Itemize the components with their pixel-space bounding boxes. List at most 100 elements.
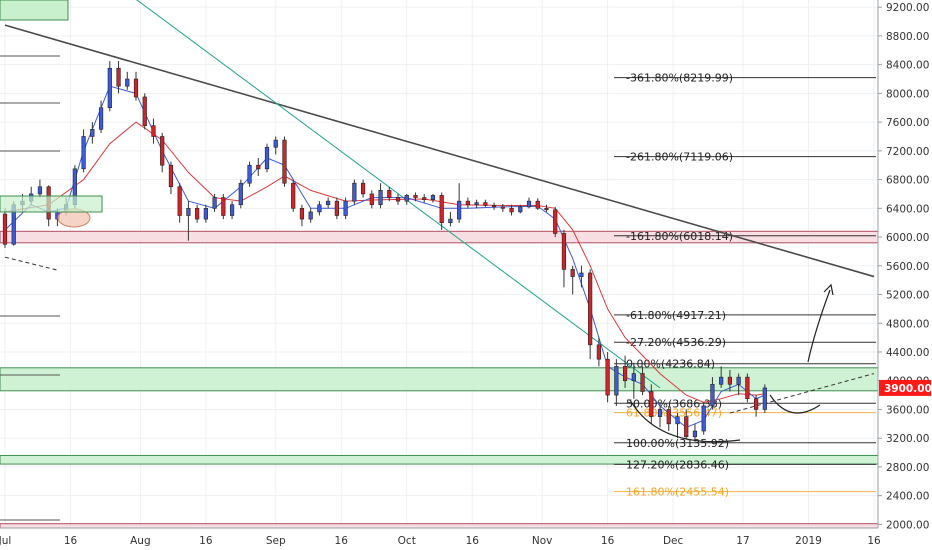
candle-body [553,209,558,234]
x-tick-label: Sep [266,535,286,547]
candle-body [378,190,383,206]
candle-body [413,195,418,198]
fib-label: -61.80%(4917.21) [626,309,726,322]
pink-zone [0,523,879,529]
x-tick-label: Oct [398,535,416,547]
cup-arc-small [769,394,821,414]
candle [195,204,200,223]
candle [343,197,348,220]
annotations [0,0,834,521]
candle [666,405,671,432]
candle [719,366,724,388]
candle-body [491,205,497,208]
ema-fast-line [4,85,765,428]
drawings [4,0,875,414]
candle [2,208,8,248]
candle [518,204,523,214]
candle-body [631,373,636,382]
x-tick-label: 16 [64,535,78,547]
dashed-line-left [4,256,58,271]
candle-body [762,387,767,410]
fib-label: -161.80%(6018.14) [626,230,733,243]
candle-body [229,204,235,216]
y-tick-label: 9200.00 [886,2,929,14]
candle-body [98,107,104,130]
y-tick-label: 4400.00 [886,347,929,359]
x-tick-label: 16 [867,535,881,547]
projection-arrow [807,289,831,363]
candle-body [684,416,689,438]
candle-body [526,200,532,208]
candle [360,179,366,198]
y-tick-label: 8800.00 [886,31,929,43]
x-tick-label: 16 [601,535,615,547]
candle [535,198,540,210]
candle-body [360,182,366,195]
candle-body [535,200,540,209]
candle [308,208,313,223]
candle [151,118,156,144]
x-tick-label: Jul [0,535,11,547]
candle [378,183,383,209]
candle [177,183,182,223]
fib-label: -27.20%(4536.29) [626,336,726,349]
candle [657,402,663,428]
y-tick-label: 4800.00 [886,318,929,330]
candle-body [719,376,724,385]
candle [125,71,130,90]
candle [369,190,374,209]
candle [229,201,235,220]
candle [544,204,549,212]
candle-body [727,376,732,385]
candle-body [168,164,174,188]
candle [291,179,296,212]
candle-body [657,409,663,417]
candle [247,161,252,187]
candle-body [745,376,750,399]
candle [684,409,689,440]
candle-body [291,182,296,209]
candle [299,204,305,227]
candle [727,369,732,392]
candle-body [299,208,305,220]
candle-body [614,366,619,396]
candle-body [151,125,156,137]
candle-body [483,202,488,206]
candle-body [160,136,165,166]
y-tick-label: 6400.00 [886,203,929,215]
candle [186,201,191,241]
candle [203,204,208,223]
candle [622,355,628,388]
y-tick-label: 6000.00 [886,232,929,244]
candle [605,352,610,403]
candle-body [465,200,470,206]
x-tick-label: Nov [532,535,553,547]
candle [142,93,147,130]
candle-body [369,193,374,206]
candle [326,197,331,209]
y-tick-label: 2000.00 [886,519,929,531]
candle [457,183,462,223]
y-axis-background [878,0,932,550]
candle [491,202,497,210]
candle [614,359,619,406]
candle-body [317,204,322,213]
candle-body [90,129,95,137]
y-tick-label: 8000.00 [886,88,929,100]
candle-body [142,96,147,127]
candle-body [457,200,462,220]
candle-body [430,195,436,201]
projection-arrow-head [823,283,834,296]
candle [212,193,217,212]
candle-body [387,190,392,198]
candle-body [701,405,706,432]
candle [553,206,558,238]
candle-body [710,384,715,407]
x-tick-label: 2019 [795,535,822,547]
candle [692,423,698,442]
y-tick-label: 6800.00 [886,175,929,187]
dashed-line-right [729,373,875,414]
candle [352,179,357,205]
candle [264,143,270,173]
